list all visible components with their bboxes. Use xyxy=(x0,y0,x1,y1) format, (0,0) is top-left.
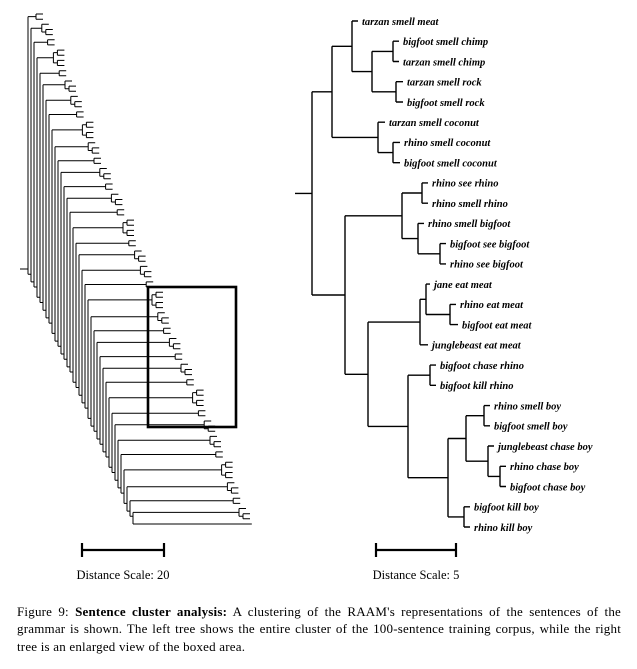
dendrogram-leaf-label: jane eat meat xyxy=(432,280,493,291)
dendrogram-leaf-label: bigfoot chase boy xyxy=(510,482,586,493)
dendrogram-leaf-label: tarzan smell rock xyxy=(407,78,482,89)
dendrogram-leaf-label: tarzan smell coconut xyxy=(389,118,480,129)
dendrogram-leaf-label: rhino smell coconut xyxy=(404,138,491,149)
dendrogram-leaf-label: bigfoot kill boy xyxy=(474,503,539,514)
caption-body: A clustering of the RAAM's representatio… xyxy=(17,604,621,654)
dendrogram-leaf-label: bigfoot smell coconut xyxy=(404,159,498,170)
left-dendrogram-path xyxy=(20,13,252,525)
dendrogram-leaf-label: tarzan smell meat xyxy=(362,17,440,28)
right-dendrogram-path xyxy=(295,20,506,528)
dendrogram-leaf-label: junglebeast chase boy xyxy=(496,442,593,453)
dendrogram-leaf-label: rhino smell bigfoot xyxy=(428,219,511,230)
dendrogram-leaf-label: bigfoot smell rock xyxy=(407,98,485,109)
dendrogram-leaf-label: rhino eat meat xyxy=(460,300,524,311)
dendrogram-leaf-label: bigfoot smell chimp xyxy=(403,37,488,48)
caption-title: Sentence cluster analysis: xyxy=(75,604,228,619)
dendrogram-leaf-label: bigfoot smell boy xyxy=(494,422,568,433)
left-scale-label: Distance Scale: 20 xyxy=(76,568,169,582)
dendrogram-leaf-label: tarzan smell chimp xyxy=(403,57,485,68)
dendrogram-leaf-label: bigfoot eat meat xyxy=(462,320,532,331)
dendrogram-leaf-label: rhino smell boy xyxy=(494,401,561,412)
dendrogram-leaf-label: junglebeast eat meat xyxy=(430,341,522,352)
figure-number: Figure 9: xyxy=(17,604,69,619)
dendrogram-leaf-label: bigfoot chase rhino xyxy=(440,361,524,372)
right-scale-bar xyxy=(374,543,458,557)
dendrogram-leaf-label: rhino chase boy xyxy=(510,462,579,473)
dendrogram-leaf-label: bigfoot kill rhino xyxy=(440,381,514,392)
left-scale-bar xyxy=(80,543,166,557)
figure-caption: Figure 9: Sentence cluster analysis: A c… xyxy=(17,603,621,655)
right-scale-label: Distance Scale: 5 xyxy=(373,568,460,582)
dendrogram-leaf-label: rhino see bigfoot xyxy=(450,260,524,271)
dendrogram-leaf-label: rhino kill boy xyxy=(474,523,533,534)
cluster-figure: Distance Scale: 20 Distance Scale: 5 tar… xyxy=(20,13,593,582)
dendrogram-leaf-label: bigfoot see bigfoot xyxy=(450,239,530,250)
dendrogram-leaf-label: rhino see rhino xyxy=(432,179,499,190)
dendrogram-leaf-label: rhino smell rhino xyxy=(432,199,508,210)
